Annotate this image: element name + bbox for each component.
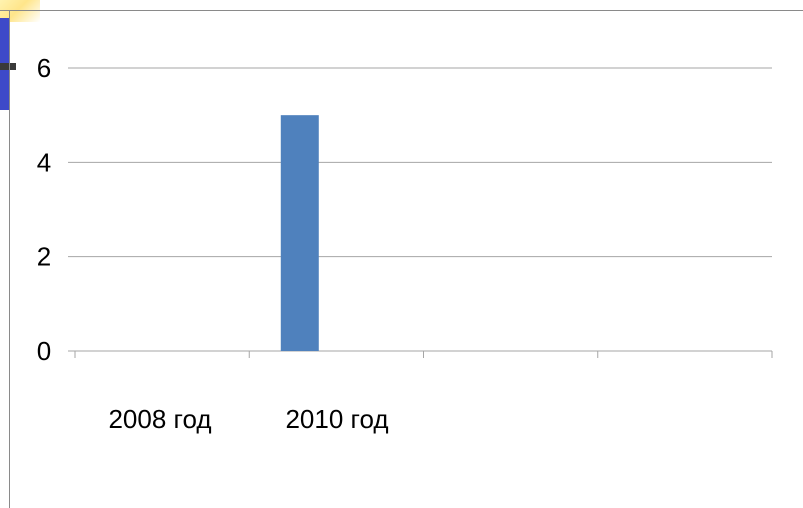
y-tick-label: 0: [37, 336, 51, 366]
corner-dark-rule-decoration: [0, 63, 16, 70]
y-tick-label: 2: [37, 242, 51, 272]
x-axis-category-labels: 2008 год 2010 год: [108, 404, 388, 434]
bar-2010-год: [280, 115, 319, 352]
y-tick-label: 6: [37, 53, 51, 83]
grid-lines: [68, 67, 772, 258]
y-tick-label: 4: [37, 147, 51, 177]
y-axis-tick-labels: 0 2 4 6: [37, 53, 51, 366]
x-axis: [68, 350, 773, 358]
slide-frame-left: [9, 10, 10, 508]
bars: [280, 115, 319, 352]
x-category-label: 2008 год: [108, 404, 211, 434]
slide-frame-top: [0, 10, 803, 11]
x-category-label: 2010 год: [285, 404, 388, 434]
corner-glow-decoration: [0, 0, 40, 22]
